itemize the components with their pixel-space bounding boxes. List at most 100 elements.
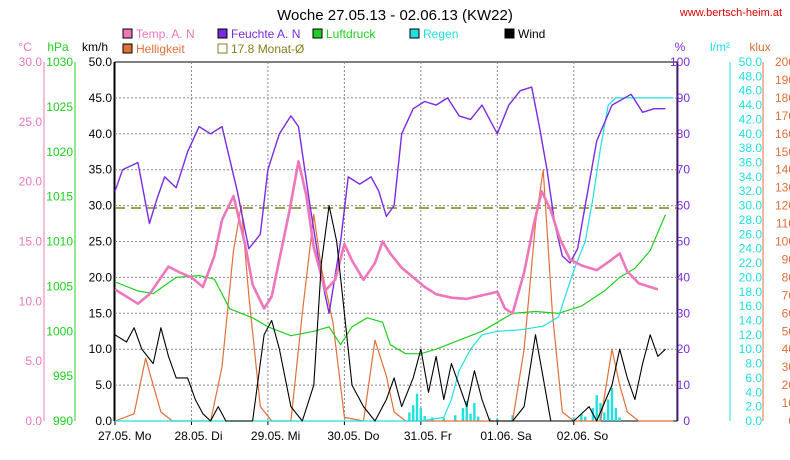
bright-tick-label: 10 [782, 396, 790, 410]
legend-swatch-wind [504, 28, 515, 39]
x-tick-label: 02.06. So [557, 429, 609, 443]
rain-bar [572, 417, 575, 421]
temp-tick-label: 30.0 [19, 55, 43, 69]
rain-unit-label: l/m² [710, 40, 730, 54]
bright-tick-label: 80 [782, 270, 790, 284]
rain-bar [442, 418, 445, 421]
rain-tick-label: 6.0 [745, 371, 762, 385]
bright-tick-label: 160 [775, 127, 790, 141]
rain-tick-label: 50.0 [739, 55, 763, 69]
rain-tick-label: 16.0 [739, 299, 763, 313]
wind-tick-label: 5.0 [95, 378, 112, 392]
bright-tick-label: 40 [782, 342, 790, 356]
rain-tick-label: 30.0 [739, 199, 763, 213]
bright-tick-label: 70 [782, 288, 790, 302]
rain-bar [454, 415, 457, 421]
wind-tick-label: 35.0 [89, 163, 113, 177]
humid-tick-label: 10 [677, 378, 691, 392]
axes: 27.05. Mo 28.05. Di 29.05. Mi 30.05. Do 31.0… [18, 40, 790, 443]
rain-tick-label: 32.0 [739, 184, 763, 198]
x-tick-label: 29.05. Mi [251, 429, 300, 443]
legend-label-press: Luftdruck [326, 27, 376, 41]
rain-tick-label: 28.0 [739, 213, 763, 227]
rain-bar [580, 413, 583, 421]
legend-label-humid: Feuchte A. N [231, 27, 300, 41]
bright-tick-label: 190 [775, 73, 790, 87]
rain-tick-label: 10.0 [739, 342, 763, 356]
legend-label-rain: Regen [423, 27, 458, 41]
wind-tick-label: 45.0 [89, 91, 113, 105]
rain-bar [584, 416, 587, 421]
humid-tick-label: 70 [677, 163, 691, 177]
chart-title: Woche 27.05.13 - 02.06.13 (KW22) [277, 7, 513, 24]
rain-tick-label: 2.0 [745, 400, 762, 414]
site-link[interactable]: www.bertsch-heim.at [679, 7, 782, 19]
rain-tick-label: 46.0 [739, 84, 763, 98]
legend-label-wind: Wind [518, 27, 545, 41]
rain-bar [606, 399, 610, 421]
rain-tick-label: 12.0 [739, 328, 763, 342]
humid-tick-label: 50 [677, 235, 691, 249]
rain-tick-label: 48.0 [739, 69, 763, 83]
press-tick-label: 1015 [46, 190, 73, 204]
rain-bar [496, 418, 499, 421]
rain-bar [412, 405, 415, 421]
bright-tick-label: 130 [775, 181, 790, 195]
bright-tick-label: 120 [775, 199, 790, 213]
humid-tick-label: 90 [677, 91, 691, 105]
rain-tick-label: 4.0 [745, 385, 762, 399]
rain-bar [419, 408, 423, 421]
rain-bar [595, 395, 598, 421]
humid-tick-label: 20 [677, 342, 691, 356]
rain-bar [614, 408, 618, 421]
legend-swatch-press [312, 28, 323, 39]
temp-tick-label: 25.0 [19, 115, 43, 129]
rain-bar [473, 403, 476, 421]
press-tick-label: 1010 [46, 235, 73, 249]
press-unit-label: hPa [47, 40, 69, 54]
bright-unit-label: klux [749, 40, 770, 54]
rain-tick-label: 24.0 [739, 242, 763, 256]
wind-unit-label: km/h [82, 40, 108, 54]
grid [114, 61, 678, 422]
legend-swatch-rain [409, 28, 420, 39]
x-tick-label: 27.05. Mo [98, 429, 152, 443]
humid-tick-label: 60 [677, 199, 691, 213]
press-tick-label: 1030 [46, 55, 73, 69]
humid-tick-label: 100 [670, 55, 690, 69]
humid-tick-label: 30 [677, 306, 691, 320]
rain-bar [461, 408, 465, 421]
bright-tick-label: 90 [782, 252, 790, 266]
x-tick-label: 01.06. Sa [480, 429, 532, 443]
temp-tick-label: 0.0 [25, 414, 42, 428]
humid-tick-label: 80 [677, 127, 691, 141]
wind-tick-label: 30.0 [89, 199, 113, 213]
temp-unit-label: °C [18, 40, 32, 54]
press-tick-label: 1000 [46, 324, 73, 338]
press-tick-label: 1025 [46, 100, 73, 114]
bright-tick-label: 100 [775, 235, 790, 249]
bright-tick-label: 60 [782, 306, 790, 320]
wind-tick-label: 10.0 [89, 342, 113, 356]
legend-swatch-bright [122, 43, 133, 54]
bright-tick-label: 180 [775, 91, 790, 105]
rain-tick-label: 36.0 [739, 156, 763, 170]
press-tick-label: 1005 [46, 279, 73, 293]
legend-swatch-temp [122, 28, 133, 39]
rain-bar [603, 412, 606, 421]
wind-tick-label: 50.0 [89, 55, 113, 69]
humid-tick-label: 40 [677, 270, 691, 284]
press-tick-label: 1020 [46, 145, 73, 159]
wind-tick-label: 15.0 [89, 306, 113, 320]
x-tick-label: 31.05. Fr [404, 429, 452, 443]
rain-tick-label: 0.0 [745, 414, 762, 428]
rain-bar [423, 415, 426, 421]
bright-tick-label: 140 [775, 163, 790, 177]
legend-label-temp: Temp. A. N [136, 27, 195, 41]
wind-tick-label: 40.0 [89, 127, 113, 141]
rain-tick-label: 26.0 [739, 227, 763, 241]
rain-sum-line [115, 97, 674, 422]
rain-bar [610, 387, 614, 421]
temperature-line [114, 160, 659, 315]
